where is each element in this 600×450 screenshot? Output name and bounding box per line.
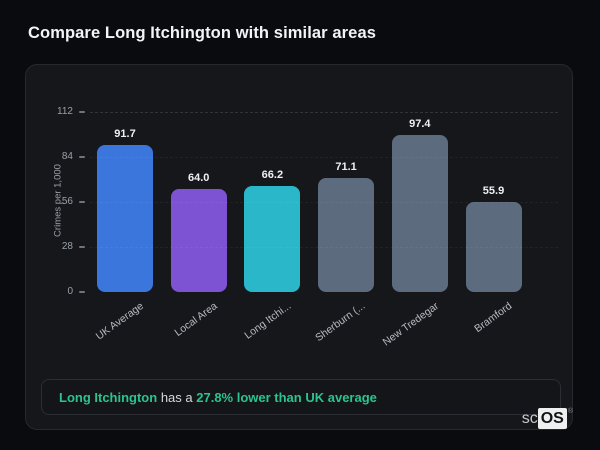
bar-value-label: 91.7 [114, 127, 136, 140]
y-tick-label: 112 [57, 106, 73, 117]
bar-bramford[interactable] [465, 202, 522, 292]
scos-logo: sc OS ® [522, 408, 573, 430]
y-tick-label: 84 [61, 151, 73, 162]
bar-value-label: 71.1 [335, 160, 357, 173]
x-axis-label: Long Itchi... [242, 300, 294, 342]
bar-value-label: 97.4 [409, 118, 431, 131]
chart-panel: Crimes per 1,000 91.7 UK Average 64.0 Local… [25, 64, 573, 430]
gridline [90, 247, 558, 248]
y-tick-label: 0 [67, 286, 73, 297]
x-axis-label: Sherburn (... [312, 300, 368, 345]
bar-chart: Crimes per 1,000 91.7 UK Average 64.0 Local… [26, 65, 572, 429]
y-tick-mark [79, 156, 85, 158]
x-axis-label: Bramford [472, 300, 515, 336]
y-tick-label: 56 [61, 196, 73, 207]
y-tick-mark [79, 291, 85, 293]
note-area-name: Long Itchington [59, 389, 158, 405]
logo-text-os: OS [537, 408, 567, 429]
x-axis-label: New Tredegar [380, 300, 441, 349]
plot-area: 91.7 UK Average 64.0 Local Area 66.2 Long Itc… [94, 112, 547, 348]
bar-new-tredegar[interactable] [391, 135, 448, 292]
gridline [90, 112, 558, 113]
bar-local-area[interactable] [170, 189, 227, 292]
bar-value-label: 64.0 [187, 172, 210, 185]
y-tick-mark [79, 201, 85, 203]
y-tick-label: 28 [61, 241, 73, 252]
bar-long-itchi[interactable] [244, 185, 301, 292]
bar-value-label: 55.9 [482, 185, 505, 198]
comparison-note: Long Itchington has a 27.8% lower than U… [41, 379, 561, 415]
note-statistic: 27.8% lower than UK average [196, 389, 377, 405]
x-axis-label: Local Area [172, 300, 220, 339]
logo-text-sc: sc [521, 410, 538, 427]
bar-sherburn[interactable] [318, 177, 375, 292]
registered-trademark-icon: ® [567, 408, 573, 415]
gridline [90, 157, 558, 158]
y-tick-mark [79, 246, 85, 248]
bar-value-label: 66.2 [261, 168, 284, 181]
y-tick-mark [79, 111, 85, 113]
x-axis-label: UK Average [93, 300, 147, 343]
bar-uk-average[interactable] [97, 144, 153, 292]
page-title: Compare Long Itchington with similar are… [28, 24, 377, 42]
note-connector-text: has a [157, 389, 197, 405]
gridline [90, 202, 558, 203]
